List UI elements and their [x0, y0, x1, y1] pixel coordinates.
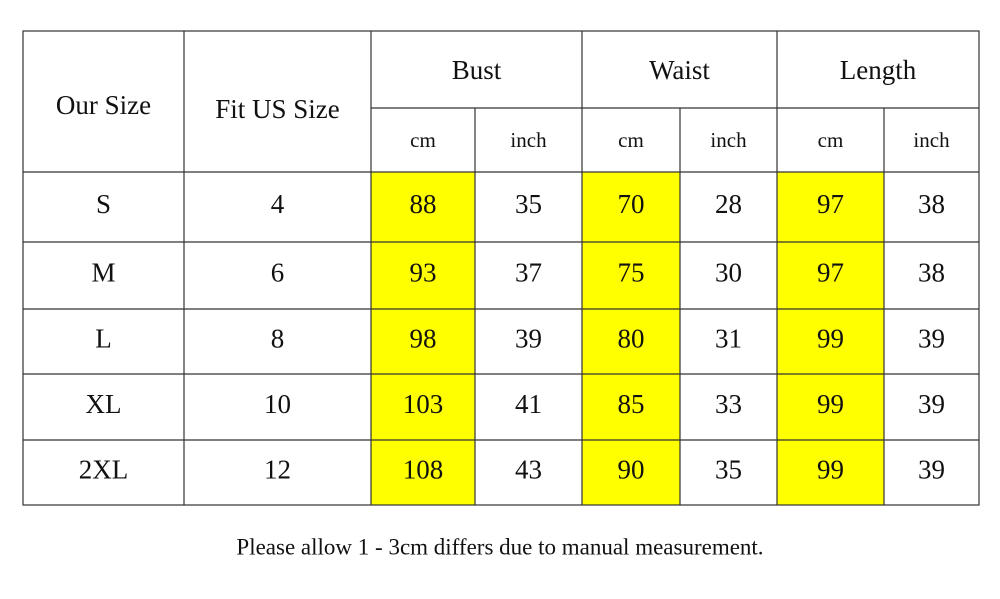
table-text: Our Size Fit US Size Bust Waist Length cm inch…	[56, 55, 950, 559]
highlight-cell	[777, 309, 884, 374]
table-cell: 88	[410, 189, 437, 219]
table-cell: 38	[918, 189, 945, 219]
highlight-cell	[582, 374, 680, 440]
table-cell: 8	[271, 324, 285, 354]
highlight-cells	[371, 172, 884, 505]
table-cell: 99	[817, 455, 844, 485]
table-cell: 31	[715, 324, 742, 354]
table-cell: 35	[715, 455, 742, 485]
table-cell: 39	[918, 389, 945, 419]
unit-header: inch	[913, 128, 950, 152]
highlight-cell	[777, 172, 884, 242]
table-cell: 2XL	[79, 455, 129, 485]
table-cell: 28	[715, 189, 742, 219]
footnote: Please allow 1 - 3cm differs due to manu…	[236, 534, 763, 559]
highlight-cell	[777, 374, 884, 440]
group-header: Bust	[452, 55, 502, 85]
table-cell: 43	[515, 455, 542, 485]
table-cell: 39	[918, 324, 945, 354]
table-cell: L	[95, 324, 112, 354]
table-cell: 108	[403, 455, 444, 485]
table-border	[22, 30, 980, 506]
table-cell: 6	[271, 258, 285, 288]
table-cell: 75	[618, 258, 645, 288]
table-cell: 37	[515, 258, 542, 288]
table-cell: M	[91, 258, 115, 288]
highlight-cell	[777, 440, 884, 505]
highlight-cell	[371, 440, 475, 505]
table-cell: 12	[264, 455, 291, 485]
table-cell: S	[96, 189, 111, 219]
table-cell: 103	[403, 389, 444, 419]
table-cell: XL	[86, 389, 122, 419]
table-cell: 97	[817, 189, 844, 219]
header-cell: Fit US Size	[215, 94, 340, 124]
table-cell: 33	[715, 389, 742, 419]
table-cell: 98	[410, 324, 437, 354]
table-cell: 4	[271, 189, 285, 219]
table-cell: 10	[264, 389, 291, 419]
unit-header: cm	[818, 128, 844, 152]
highlight-cell	[371, 309, 475, 374]
table-cell: 41	[515, 389, 542, 419]
table-cell: 97	[817, 258, 844, 288]
table-cell: 30	[715, 258, 742, 288]
table-cell: 80	[618, 324, 645, 354]
group-header: Length	[840, 55, 917, 85]
unit-header: cm	[618, 128, 644, 152]
highlight-cell	[371, 374, 475, 440]
highlight-cell	[371, 172, 475, 242]
highlight-cell	[582, 242, 680, 309]
table-cell: 70	[618, 189, 645, 219]
table-cell: 99	[817, 389, 844, 419]
table-cell: 99	[817, 324, 844, 354]
highlight-cell	[582, 440, 680, 505]
highlight-cell	[777, 242, 884, 309]
group-header: Waist	[649, 55, 710, 85]
unit-header: inch	[510, 128, 547, 152]
table-cell: 85	[618, 389, 645, 419]
table-cell: 39	[515, 324, 542, 354]
highlight-cell	[582, 172, 680, 242]
table-cell: 35	[515, 189, 542, 219]
highlight-cell	[582, 309, 680, 374]
table-cell: 93	[410, 258, 437, 288]
table-cell: 39	[918, 455, 945, 485]
table-grid	[22, 30, 980, 506]
unit-header: inch	[710, 128, 747, 152]
table-cell: 90	[618, 455, 645, 485]
unit-header: cm	[410, 128, 436, 152]
header-cell: Our Size	[56, 90, 151, 120]
table-cell: 38	[918, 258, 945, 288]
highlight-cell	[371, 242, 475, 309]
